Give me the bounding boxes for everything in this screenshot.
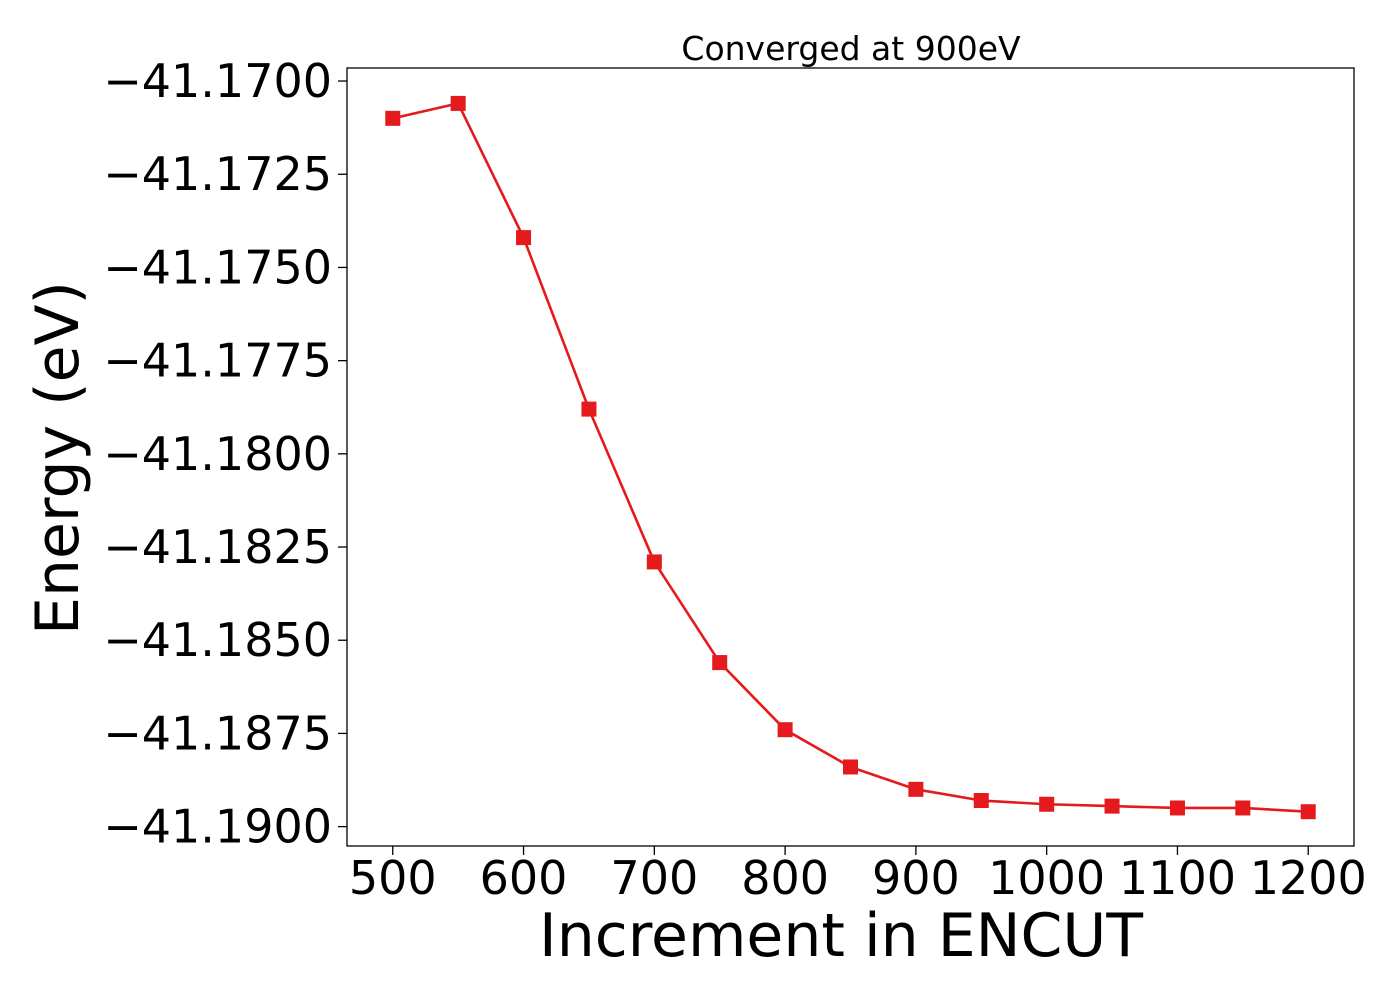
series-layer <box>385 95 1316 820</box>
x-tick-label: 1000 <box>988 851 1105 905</box>
y-axis-title: Energy (eV) <box>23 281 93 635</box>
y-tick-label: −41.1800 <box>103 427 332 481</box>
series-line <box>392 102 1309 813</box>
data-point-marker <box>843 759 858 775</box>
data-point-marker <box>1235 800 1251 816</box>
data-point-marker <box>581 401 597 417</box>
data-point-marker <box>1104 798 1120 814</box>
chart-title: Converged at 900eV <box>681 29 1021 68</box>
x-tick-label: 500 <box>349 851 437 905</box>
y-tick-label: −41.1875 <box>103 706 332 760</box>
data-point-marker <box>777 722 793 738</box>
x-axis-ticks: 500 600 700 800 900 1000 1100 1200 <box>349 846 1367 905</box>
x-tick-label: 800 <box>741 851 829 905</box>
data-point-marker <box>973 793 989 809</box>
data-point-marker <box>1039 796 1055 812</box>
y-tick-label: −41.1825 <box>103 520 332 574</box>
x-axis-title: Increment in ENCUT <box>539 901 1143 971</box>
y-tick-label: −41.1725 <box>103 147 332 201</box>
x-tick-label: 600 <box>480 851 568 905</box>
x-tick-label: 700 <box>610 851 698 905</box>
y-tick-label: −41.1900 <box>103 800 332 854</box>
y-tick-label: −41.1775 <box>103 334 332 388</box>
data-point-marker <box>516 230 532 246</box>
data-point-marker <box>385 110 401 126</box>
x-tick-label: 1200 <box>1250 851 1367 905</box>
data-point-marker <box>712 655 728 671</box>
y-tick-label: −41.1750 <box>103 240 332 294</box>
data-point-marker <box>908 781 924 797</box>
x-tick-label: 1100 <box>1119 851 1236 905</box>
x-tick-label: 900 <box>872 851 960 905</box>
data-point-marker <box>646 554 662 570</box>
plot-area <box>346 67 1355 847</box>
y-tick-label: −41.1850 <box>103 613 332 667</box>
plot-frame <box>346 67 1355 847</box>
data-point-marker <box>450 95 466 111</box>
y-axis-ticks: −41.1700 −41.1725 −41.1750 −41.1775 −41.1800… <box>103 54 347 854</box>
y-tick-label: −41.1700 <box>103 54 332 108</box>
data-point-marker <box>1169 800 1185 816</box>
data-point-marker <box>1300 804 1316 820</box>
